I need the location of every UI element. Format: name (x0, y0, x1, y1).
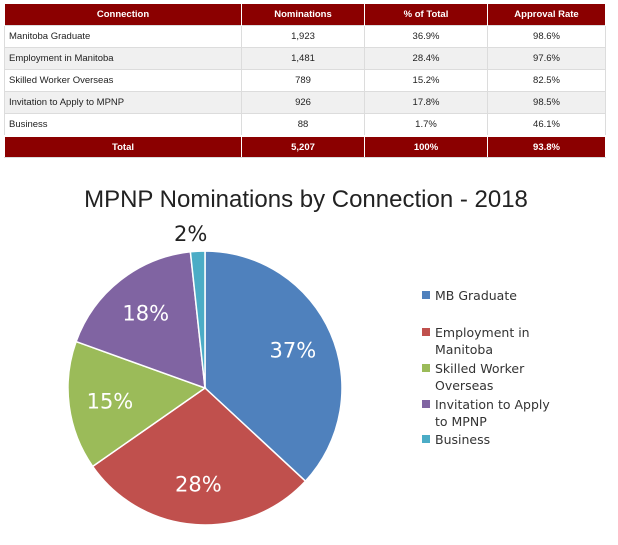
pie-labels: 37% 28% 15% 18% 2% (87, 222, 317, 496)
cell-connection: Employment in Manitoba (4, 47, 242, 70)
legend-swatch (422, 435, 430, 443)
pie-slice-1 (91, 387, 307, 526)
pie-data-label: 37% (270, 339, 317, 363)
pie-slice-2 (67, 340, 207, 468)
cell-connection: Invitation to Apply to MPNP (4, 91, 242, 114)
table-row: Invitation to Apply to MPNP 926 17.8% 98… (4, 91, 606, 114)
legend-swatch (422, 400, 430, 408)
table-row: Employment in Manitoba 1,481 28.4% 97.6% (4, 47, 606, 70)
legend-label: Invitation to Apply (435, 397, 550, 412)
table-row: Business 88 1.7% 46.1% (4, 113, 606, 137)
legend-label: Overseas (435, 378, 493, 393)
legend-label: Manitoba (435, 342, 493, 357)
pie-data-label: 15% (87, 390, 134, 414)
header-approval-rate: Approval Rate (487, 4, 606, 26)
cell-percent: 15.2% (364, 69, 488, 92)
cell-percent: 1.7% (364, 113, 488, 137)
total-percent: 100% (364, 135, 488, 158)
pie-slice-3 (75, 250, 206, 390)
cell-connection: Skilled Worker Overseas (4, 69, 242, 92)
total-nominations: 5,207 (241, 135, 365, 158)
legend-swatch (422, 364, 430, 372)
nominations-table-container: Connection Nominations % of Total Approv… (4, 4, 606, 158)
cell-approval: 46.1% (487, 113, 606, 137)
cell-nominations: 789 (241, 69, 365, 92)
pie-slices (67, 250, 343, 526)
cell-percent: 28.4% (364, 47, 488, 70)
cell-nominations: 88 (241, 113, 365, 137)
cell-nominations: 1,481 (241, 47, 365, 70)
cell-connection: Manitoba Graduate (4, 25, 242, 48)
legend-swatch (422, 291, 430, 299)
legend-swatch (422, 328, 430, 336)
cell-nominations: 1,923 (241, 25, 365, 48)
pie-chart: MPNP Nominations by Connection - 2018 37… (67, 186, 550, 526)
pie-slice-4 (189, 250, 206, 389)
table-header-row: Connection Nominations % of Total Approv… (4, 4, 606, 26)
pie-data-label: 28% (175, 473, 222, 497)
cell-approval: 82.5% (487, 69, 606, 92)
chart-title: MPNP Nominations by Connection - 2018 (84, 186, 528, 213)
table-total-row: Total 5,207 100% 93.8% (4, 135, 606, 158)
header-connection: Connection (4, 4, 242, 26)
header-nominations: Nominations (241, 4, 365, 26)
total-approval: 93.8% (487, 135, 606, 158)
legend-label: Business (435, 432, 490, 447)
cell-approval: 97.6% (487, 47, 606, 70)
cell-percent: 36.9% (364, 25, 488, 48)
cell-connection: Business (4, 113, 242, 137)
cell-approval: 98.6% (487, 25, 606, 48)
total-label: Total (4, 135, 242, 158)
legend-label: MB Graduate (435, 288, 517, 303)
table-row: Manitoba Graduate 1,923 36.9% 98.6% (4, 25, 606, 48)
pie-data-label: 2% (174, 222, 207, 246)
cell-nominations: 926 (241, 91, 365, 114)
chart-legend: MB Graduate Employment in Manitoba Skilled … (422, 288, 550, 447)
pie-slice-0 (204, 250, 343, 483)
table-row: Skilled Worker Overseas 789 15.2% 82.5% (4, 69, 606, 92)
nominations-table: Connection Nominations % of Total Approv… (4, 4, 606, 158)
legend-label: to MPNP (435, 414, 487, 429)
pie-data-label: 18% (122, 302, 169, 326)
cell-percent: 17.8% (364, 91, 488, 114)
legend-label: Employment in (435, 325, 530, 340)
legend-label: Skilled Worker (435, 361, 525, 376)
cell-approval: 98.5% (487, 91, 606, 114)
header-percent-total: % of Total (364, 4, 488, 26)
